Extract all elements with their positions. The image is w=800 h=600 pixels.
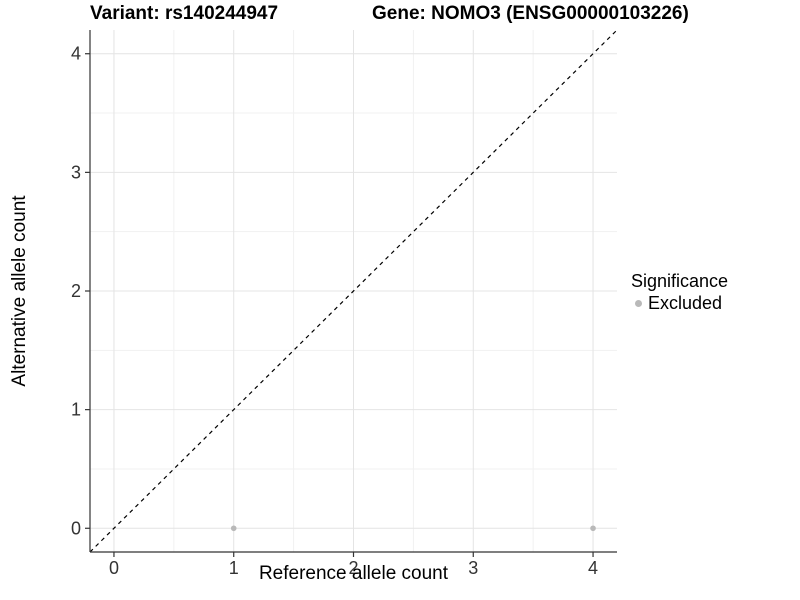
- gene-title: Gene: NOMO3 (ENSG00000103226): [372, 3, 689, 24]
- variant-title: Variant: rs140244947: [90, 3, 279, 24]
- y-tick-label: 1: [71, 400, 81, 420]
- legend-title: Significance: [631, 271, 729, 291]
- legend: Significance Excluded: [631, 271, 728, 313]
- x-tick-label: 4: [588, 558, 598, 578]
- y-tick-label: 0: [71, 518, 81, 538]
- legend-entries: Excluded: [631, 293, 728, 313]
- x-tick-label: 1: [229, 558, 239, 578]
- identity-line: [89, 29, 618, 553]
- x-tick-label: 0: [109, 558, 119, 578]
- x-tick-label: 3: [468, 558, 478, 578]
- y-axis-title: Alternative allele count: [9, 195, 30, 387]
- data-point: [230, 525, 237, 532]
- x-axis-title: Reference allele count: [258, 563, 449, 584]
- y-tick-label: 2: [71, 281, 81, 301]
- y-tick-label: 3: [71, 162, 81, 182]
- legend-entry-label: Excluded: [648, 293, 723, 313]
- legend-point-icon: [635, 300, 642, 307]
- legend-entry: Excluded: [631, 293, 728, 313]
- y-tick-label: 4: [71, 44, 81, 64]
- data-point: [590, 525, 596, 532]
- x-tick-label: 2: [348, 558, 358, 578]
